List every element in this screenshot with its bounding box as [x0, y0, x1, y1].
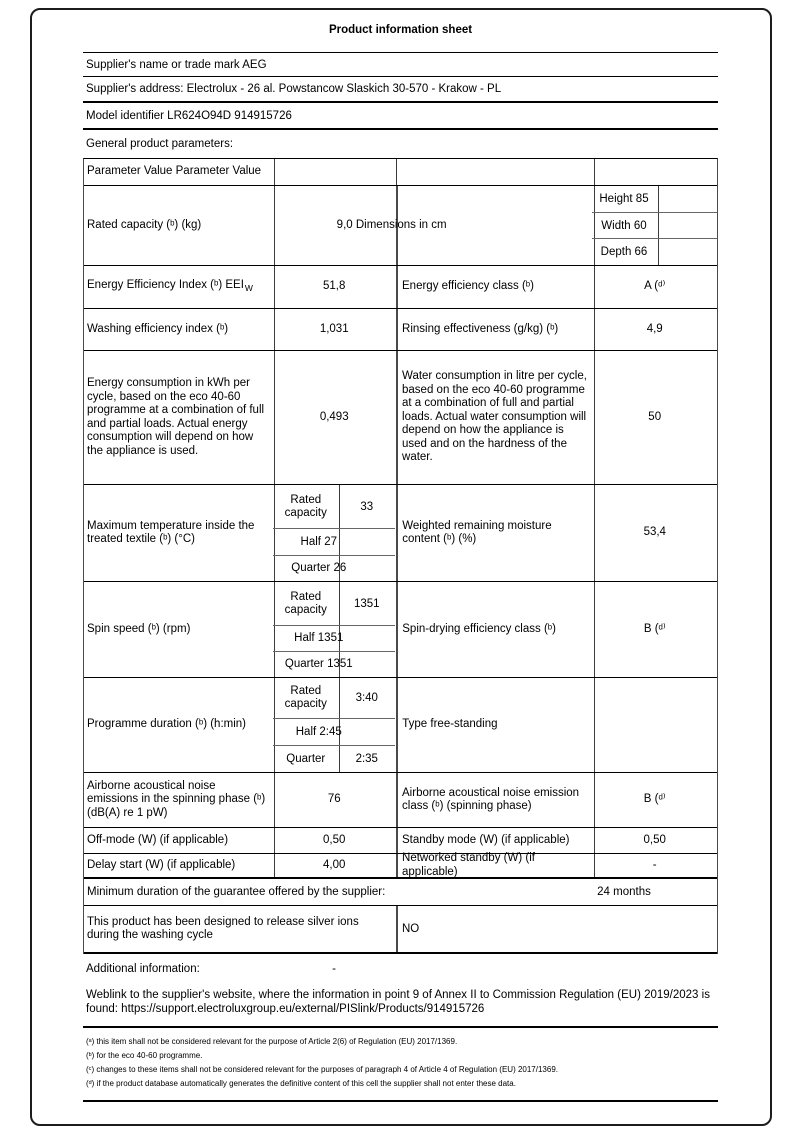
additional-info-row: Additional information: - [83, 954, 718, 984]
page-title: Product information sheet [328, 24, 473, 36]
networked-standby-label: Networked standby (W) (if applicable) [402, 852, 535, 878]
footnote-d: (ᵈ) if the product database automaticall… [86, 1079, 516, 1088]
energy-consumption-value: 0,493 [319, 410, 349, 423]
washing-efficiency-value: 1,031 [319, 322, 349, 335]
model-identifier-row: Model identifier LR624O94D 914915726 [83, 103, 718, 130]
silver-ions-row: This product has been designed to releas… [84, 906, 717, 954]
supplier-name-row: Supplier's name or trade mark AEG [83, 52, 718, 76]
rated-capacity-label: Rated capacity (ᵇ) (kg) [87, 218, 202, 231]
silver-ions-value: NO [402, 923, 420, 935]
spin-rated-row: Rated capacity 1351 [273, 582, 396, 626]
washing-efficiency-row: Washing efficiency index (ᵇ) 1,031 Rinsi… [84, 309, 717, 351]
water-consumption-value: 50 [648, 410, 662, 423]
programme-duration-label: Programme duration (ᵇ) (h:min) [87, 718, 246, 731]
duration-rated-row: Rated capacity 3:40 [273, 678, 396, 719]
spin-half-row: Half 1351 [273, 626, 396, 652]
consumption-row: Energy consumption in kWh per cycle, bas… [84, 351, 717, 485]
footnote-c: (ᶜ) changes to these items shall not be … [86, 1065, 558, 1074]
delay-start-row: Delay start (W) (if applicable) 4,00 Net… [84, 852, 717, 879]
dimension-height-label: Height 85 [599, 192, 649, 205]
eei-subscript: W [244, 282, 253, 293]
rinsing-effectiveness-label: Rinsing effectiveness (g/kg) (ᵇ) [402, 322, 559, 335]
model-identifier-text: Model identifier LR624O94D 914915726 [86, 109, 292, 122]
dimension-width-row: Width 60 [592, 213, 717, 240]
spin-drying-class-label: Spin-drying efficiency class (ᵇ) [402, 622, 556, 635]
footnote-a: (ᵃ) this item shall not be considered re… [86, 1037, 458, 1046]
temperature-rated-row: Rated capacity 33 [273, 485, 396, 529]
spin-speed-subtable: Rated capacity 1351 Half 1351 Quarter 13… [273, 582, 396, 677]
weblink-paragraph: Weblink to the supplier's website, where… [86, 989, 710, 1015]
programme-duration-row: Programme duration (ᵇ) (h:min) Rated cap… [84, 678, 717, 773]
standby-mode-value: 0,50 [643, 833, 666, 846]
guarantee-value: 24 months [597, 886, 651, 898]
moisture-content-label: Weighted remaining moisture content (ᵇ) … [402, 519, 552, 546]
moisture-content-value: 53,4 [643, 526, 666, 539]
programme-duration-subtable: Rated capacity 3:40 Half 2:45 Quarter 2:… [273, 678, 396, 772]
supplier-address-row: Supplier's address: Electrolux - 26 al. … [83, 76, 718, 103]
supplier-name-text: Supplier's name or trade mark AEG [86, 58, 267, 71]
type-value [593, 678, 718, 772]
rated-capacity-value: 9,0 Dimensions in cm [336, 218, 447, 231]
spin-quarter-row: Quarter 1351 [284, 658, 353, 670]
guarantee-row: Minimum duration of the guarantee offere… [84, 879, 717, 906]
max-temperature-label: Maximum temperature inside the treated t… [87, 519, 255, 546]
additional-info-label: Additional information: [86, 963, 200, 975]
rated-capacity-row: Rated capacity (ᵇ) (kg) 9,0 Dimensions i… [84, 186, 717, 266]
energy-efficiency-class-value: A (ᵈ⁾ [644, 280, 666, 293]
param-header-row: Parameter Value Parameter Value [84, 159, 717, 186]
type-label: Type free-standing [402, 718, 498, 731]
spin-speed-row: Spin speed (ᵇ) (rpm) Rated capacity 1351… [84, 582, 717, 678]
temperature-half-row: Half 27 [273, 529, 396, 556]
max-temperature-row: Maximum temperature inside the treated t… [84, 485, 717, 582]
parameters-table: Parameter Value Parameter Value Rated ca… [83, 158, 718, 954]
off-mode-row: Off-mode (W) (if applicable) 0,50 Standb… [84, 828, 717, 854]
supplier-address-text: Supplier's address: Electrolux - 26 al. … [86, 83, 502, 95]
energy-efficiency-index-label: Energy Efficiency Index (ᵇ) EEIW [87, 278, 253, 293]
dimension-depth-row: Depth 66 [592, 239, 717, 265]
off-mode-value: 0,50 [323, 833, 346, 846]
noise-class-label: Airborne acoustical noise emission class… [402, 786, 580, 813]
energy-efficiency-class-label: Energy efficiency class (ᵇ) [402, 280, 534, 293]
duration-quarter-row: Quarter 2:35 [286, 752, 378, 766]
dimension-height-row: Height 85 [592, 186, 717, 213]
duration-half-row: Half 2:45 [273, 719, 396, 746]
footnote-b: (ᵇ) for the eco 40-60 programme. [86, 1051, 203, 1060]
bottom-divider [83, 1100, 718, 1102]
additional-info-value: - [332, 963, 336, 975]
water-consumption-label: Water consumption in litre per cycle, ba… [402, 370, 587, 464]
noise-emissions-label: Airborne acoustical noise emissions in t… [87, 779, 266, 819]
delay-start-value: 4,00 [323, 858, 346, 871]
spin-speed-label: Spin speed (ᵇ) (rpm) [87, 622, 191, 635]
max-temperature-subtable: Rated capacity 33 Half 27 Quarter 26 [273, 485, 396, 581]
energy-consumption-label: Energy consumption in kWh per cycle, bas… [87, 377, 265, 457]
energy-efficiency-index-row: Energy Efficiency Index (ᵇ) EEIW 51,8 En… [84, 266, 717, 309]
guarantee-label: Minimum duration of the guarantee offere… [87, 886, 386, 898]
dimension-width-label: Width 60 [601, 219, 647, 232]
noise-emissions-value: 76 [327, 793, 341, 806]
param-header-cell: Parameter Value Parameter Value [87, 165, 262, 178]
page-content: Product information sheet Supplier's nam… [83, 0, 718, 1102]
rinsing-effectiveness-value: 4,9 [646, 322, 663, 335]
footnotes-divider [83, 1026, 718, 1028]
dimension-depth-label: Depth 66 [600, 246, 648, 259]
off-mode-label: Off-mode (W) (if applicable) [87, 833, 229, 846]
footnotes: (ᵃ) this item shall not be considered re… [83, 1028, 718, 1100]
energy-efficiency-index-value: 51,8 [323, 280, 346, 293]
temperature-quarter-row: Quarter 26 [291, 562, 347, 574]
networked-standby-value: - [652, 858, 657, 871]
washing-efficiency-label: Washing efficiency index (ᵇ) [87, 322, 229, 335]
section-label: General product parameters: [86, 138, 234, 150]
noise-class-value: B (ᵈ⁾ [643, 793, 666, 806]
spin-drying-class-value: B (ᵈ⁾ [643, 622, 666, 635]
dimensions-subtable: Height 85 Width 60 Depth 66 [592, 186, 717, 265]
silver-ions-label: This product has been designed to releas… [87, 915, 359, 942]
standby-mode-label: Standby mode (W) (if applicable) [402, 833, 570, 846]
delay-start-label: Delay start (W) (if applicable) [87, 858, 236, 871]
noise-row: Airborne acoustical noise emissions in t… [84, 773, 717, 828]
